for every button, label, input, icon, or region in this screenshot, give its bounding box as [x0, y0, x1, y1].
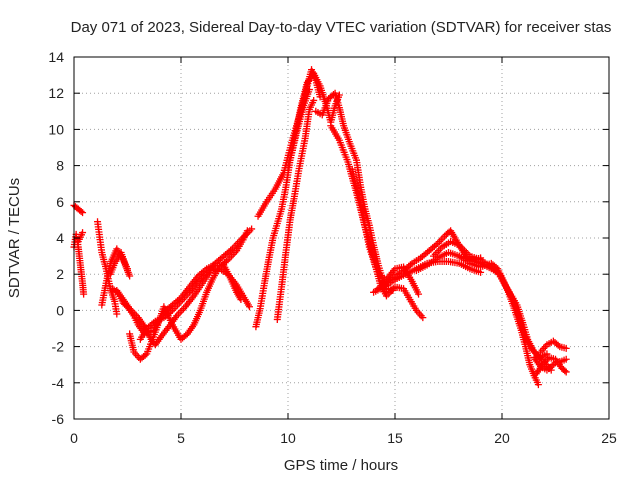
- x-tick-label: 25: [601, 430, 617, 446]
- y-tick-label: -2: [52, 339, 65, 355]
- data-series-arc-6: [106, 248, 134, 280]
- x-tick-label: 0: [70, 430, 78, 446]
- data-point-marker: [562, 368, 570, 376]
- x-axis-label: GPS time / hours: [284, 457, 398, 474]
- data-series-arc-25: [530, 353, 570, 374]
- y-tick-labels: -6 -4 -2 0 2 4 6 8 10 12 14: [48, 49, 64, 427]
- data-point-marker: [248, 225, 256, 233]
- data-point-marker: [126, 272, 134, 280]
- data-point-marker: [141, 351, 149, 359]
- y-tick-label: 0: [56, 302, 64, 318]
- data-point-marker: [419, 314, 427, 322]
- tick-marks: [73, 56, 610, 420]
- data-series-arc-24: [537, 337, 570, 356]
- chart-title: Day 071 of 2023, Sidereal Day-to-day VTE…: [71, 19, 612, 36]
- y-axis-label: SDTVAR / TECUs: [6, 178, 23, 298]
- data-point-marker: [245, 303, 253, 311]
- y-tick-label: 12: [48, 85, 64, 101]
- y-tick-label: -6: [52, 411, 65, 427]
- y-tick-label: 6: [56, 194, 64, 210]
- data-point-marker: [80, 290, 88, 298]
- x-tick-labels: 0 5 10 15 20 25: [70, 430, 617, 446]
- data-series-group: [70, 66, 570, 389]
- data-series-arc-9: [126, 227, 251, 363]
- data-series-arc-1: [70, 201, 87, 217]
- data-series-arc-13: [273, 96, 318, 323]
- data-point-marker: [562, 355, 570, 363]
- data-point-marker: [79, 209, 87, 217]
- data-point-marker: [79, 229, 87, 237]
- y-tick-label: 8: [56, 158, 64, 174]
- data-series-arc-10: [136, 225, 256, 343]
- y-tick-label: 14: [48, 49, 64, 65]
- data-point-marker: [113, 310, 121, 318]
- data-point-marker: [554, 341, 562, 349]
- data-point-marker: [561, 367, 569, 375]
- data-series-arc-15: [312, 89, 397, 294]
- data-point-marker: [77, 207, 85, 215]
- y-tick-label: -4: [52, 375, 65, 391]
- x-tick-label: 10: [280, 430, 296, 446]
- data-point-marker: [562, 344, 570, 352]
- y-tick-label: 4: [56, 230, 64, 246]
- y-tick-label: 2: [56, 266, 64, 282]
- data-point-marker: [534, 381, 542, 389]
- x-tick-label: 15: [387, 430, 403, 446]
- x-tick-label: 20: [494, 430, 510, 446]
- data-point-marker: [310, 96, 318, 104]
- y-tick-label: 10: [48, 121, 64, 137]
- data-series-arc-3: [74, 229, 87, 246]
- data-series-arc-22: [455, 252, 551, 361]
- x-tick-label: 5: [177, 430, 185, 446]
- data-series-arc-12: [254, 66, 324, 220]
- data-series-arc-14: [284, 69, 343, 171]
- data-point-marker: [415, 290, 423, 298]
